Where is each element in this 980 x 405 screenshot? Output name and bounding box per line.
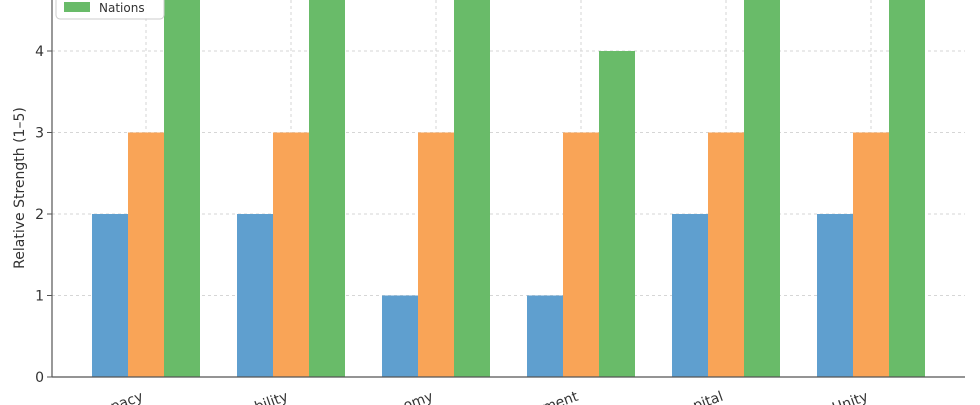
bar-s1-3	[382, 295, 418, 377]
y-tick-labels: 0 1 2 3 4	[35, 44, 52, 386]
x-tick-labels: pacy bility omy ment pital Unity	[108, 389, 870, 405]
legend-swatch-nations	[64, 2, 90, 12]
bar-s2-5	[708, 132, 744, 377]
x-tick-label: omy	[401, 389, 435, 405]
bar-s3-6	[889, 0, 925, 377]
bar-s3-3	[454, 0, 490, 377]
x-tick-label: bility	[253, 389, 291, 405]
y-tick-label: 4	[35, 44, 44, 60]
y-tick-label: 0	[35, 370, 44, 386]
bar-s1-2	[237, 214, 273, 377]
bar-s3-5	[744, 0, 780, 377]
bar-s2-2	[273, 132, 309, 377]
bar-s1-5	[672, 214, 708, 377]
y-tick-label: 2	[35, 207, 44, 223]
bar-s1-1	[92, 214, 128, 377]
bar-s2-3	[418, 132, 454, 377]
bar-s1-4	[527, 295, 563, 377]
bars	[92, 0, 925, 377]
legend-label-nations: Nations	[99, 1, 145, 15]
bar-s1-6	[817, 214, 853, 377]
bar-s2-6	[853, 132, 889, 377]
bar-s3-2	[309, 0, 345, 377]
y-tick-label: 3	[35, 126, 44, 142]
x-tick-label: pacy	[108, 389, 145, 405]
y-tick-label: 1	[35, 289, 44, 305]
x-tick-label: Unity	[830, 389, 870, 405]
bar-s2-4	[563, 132, 599, 377]
bar-s2-1	[128, 132, 164, 377]
y-axis-label: Relative Strength (1–5)	[12, 107, 28, 269]
x-tick-label: ment	[540, 389, 580, 405]
x-tick-label: pital	[691, 389, 725, 405]
bar-s3-1	[164, 0, 200, 377]
axes	[51, 0, 965, 378]
bar-s3-4	[599, 51, 635, 377]
legend: Nations	[55, 0, 165, 20]
